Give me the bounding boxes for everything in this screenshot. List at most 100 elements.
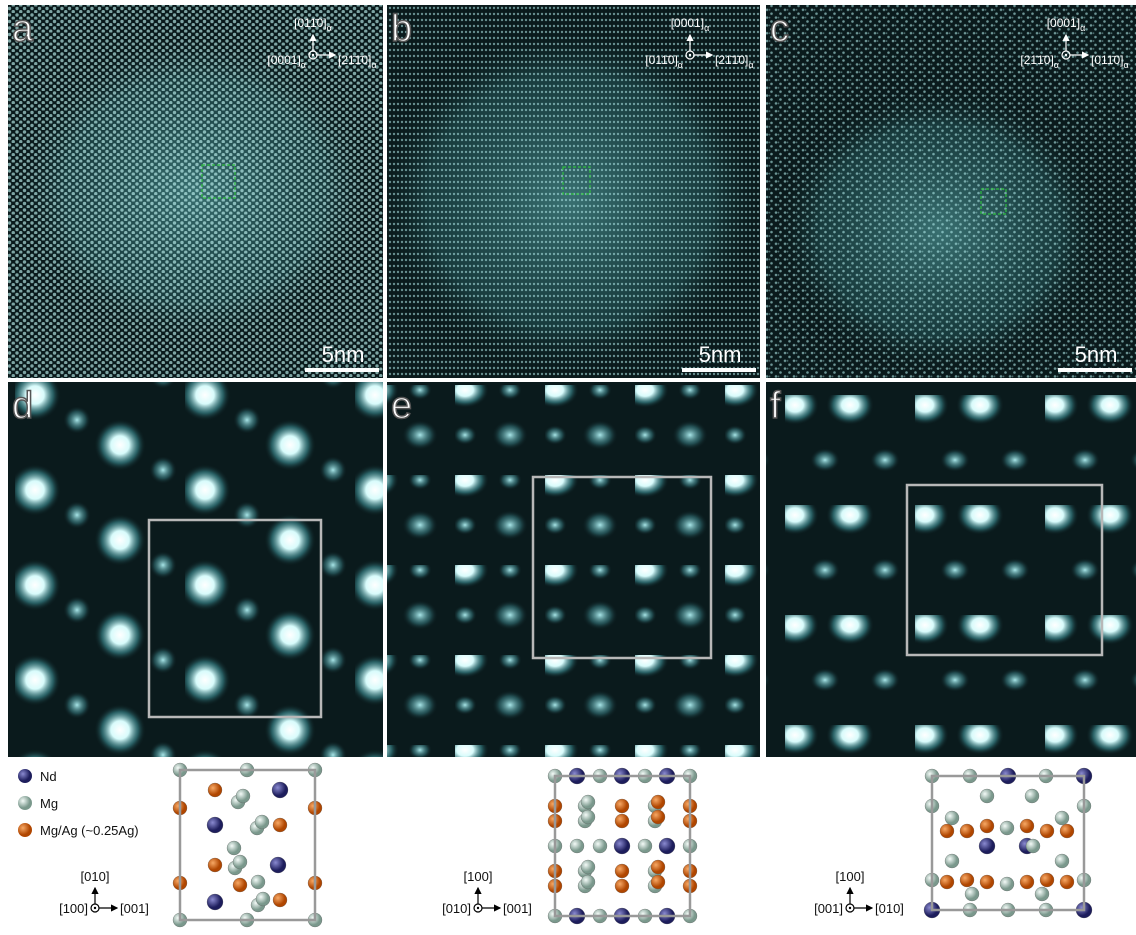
axis-dot <box>1065 54 1067 56</box>
micrograph-panel <box>766 382 1136 757</box>
atom <box>207 894 223 910</box>
micrograph-panel <box>380 5 760 378</box>
atom <box>659 838 675 854</box>
atom <box>581 860 595 874</box>
atom <box>251 875 265 889</box>
legend-ball <box>18 769 32 783</box>
atom-lattice <box>387 382 760 757</box>
axis-dot <box>689 54 691 56</box>
atom <box>1060 824 1074 838</box>
atom <box>965 887 979 901</box>
atom <box>1000 821 1014 835</box>
atom <box>945 811 959 825</box>
atom <box>1035 887 1049 901</box>
figure: a5nm[011̄0]α[0001]α[21̄1̄0]αb5nm[0001]α[… <box>0 0 1136 935</box>
micrograph-panel <box>8 5 383 378</box>
subscript: α <box>371 60 376 70</box>
atom <box>272 782 288 798</box>
atom <box>233 878 247 892</box>
atom <box>581 810 595 824</box>
panel-letter: b <box>391 8 412 50</box>
atom <box>208 783 222 797</box>
subscript: α <box>1080 23 1085 33</box>
atom <box>273 893 287 907</box>
atom <box>1026 839 1040 853</box>
miller-index: [0001] <box>671 16 704 30</box>
atom <box>1040 873 1054 887</box>
atom <box>615 864 629 878</box>
atom <box>638 839 652 853</box>
orientation-label: [010] <box>442 901 471 916</box>
atom-lattice <box>766 5 1136 378</box>
atom <box>593 839 607 853</box>
subscript: α <box>748 60 753 70</box>
miller-index: [21̄1̄0] <box>715 53 748 67</box>
atom <box>980 819 994 833</box>
subscript: α <box>1123 60 1128 70</box>
atom <box>651 795 665 809</box>
miller-index: [21̄1̄0] <box>1020 53 1053 67</box>
axis-dot <box>312 54 314 56</box>
atom <box>233 855 247 869</box>
miller-index: [011̄0] <box>1091 53 1123 67</box>
atom-lattice <box>8 5 383 378</box>
atom <box>979 838 995 854</box>
panel-letter: e <box>391 385 412 427</box>
atom <box>581 795 595 809</box>
atom <box>940 875 954 889</box>
orientation-label: [100] <box>59 901 88 916</box>
subscript: α <box>327 23 332 33</box>
miller-index: [011̄0] <box>294 16 326 30</box>
panel-letter: f <box>770 385 781 427</box>
atom <box>651 810 665 824</box>
atom <box>256 892 270 906</box>
miller-index: [011̄0] <box>645 53 677 67</box>
miller-index: [0001] <box>1047 16 1080 30</box>
atom <box>270 857 286 873</box>
subscript: α <box>678 60 683 70</box>
atom-lattice <box>8 382 383 757</box>
micrograph-panel <box>766 5 1136 378</box>
miller-index: [21̄1̄0] <box>338 53 371 67</box>
atom <box>1055 811 1069 825</box>
atom <box>945 854 959 868</box>
micrograph-panel <box>8 382 383 757</box>
orientation-label: [001] <box>120 901 149 916</box>
atom <box>255 815 269 829</box>
subscript: α <box>1054 60 1059 70</box>
atom <box>1020 875 1034 889</box>
atom <box>1025 789 1039 803</box>
subscript: α <box>301 60 306 70</box>
atom <box>581 875 595 889</box>
atom <box>615 799 629 813</box>
atom <box>614 838 630 854</box>
axis-dot <box>849 907 851 909</box>
orientation-label: [100] <box>836 869 865 884</box>
orientation-label: [001] <box>503 901 532 916</box>
orientation-label: [010] <box>875 901 904 916</box>
subscript: α <box>704 23 709 33</box>
atom <box>570 839 584 853</box>
atom <box>227 841 241 855</box>
orientation-label: [001] <box>814 901 843 916</box>
legend-label: Nd <box>40 769 57 784</box>
atom <box>1040 824 1054 838</box>
atom <box>208 858 222 872</box>
atom <box>615 814 629 828</box>
atom <box>960 824 974 838</box>
orientation-label: [100] <box>464 869 493 884</box>
panel-letter: c <box>770 8 789 50</box>
atom <box>651 875 665 889</box>
atom-lattice <box>766 382 1136 757</box>
legend-ball <box>18 796 32 810</box>
atom <box>273 818 287 832</box>
atom <box>1000 877 1014 891</box>
atom <box>960 873 974 887</box>
atom <box>651 860 665 874</box>
axis-dot <box>477 907 479 909</box>
legend-label: Mg <box>40 796 58 811</box>
micrograph-panel <box>387 382 760 757</box>
panel-letter: d <box>12 385 33 427</box>
legend-ball <box>18 823 32 837</box>
scale-label: 5nm <box>699 342 742 367</box>
